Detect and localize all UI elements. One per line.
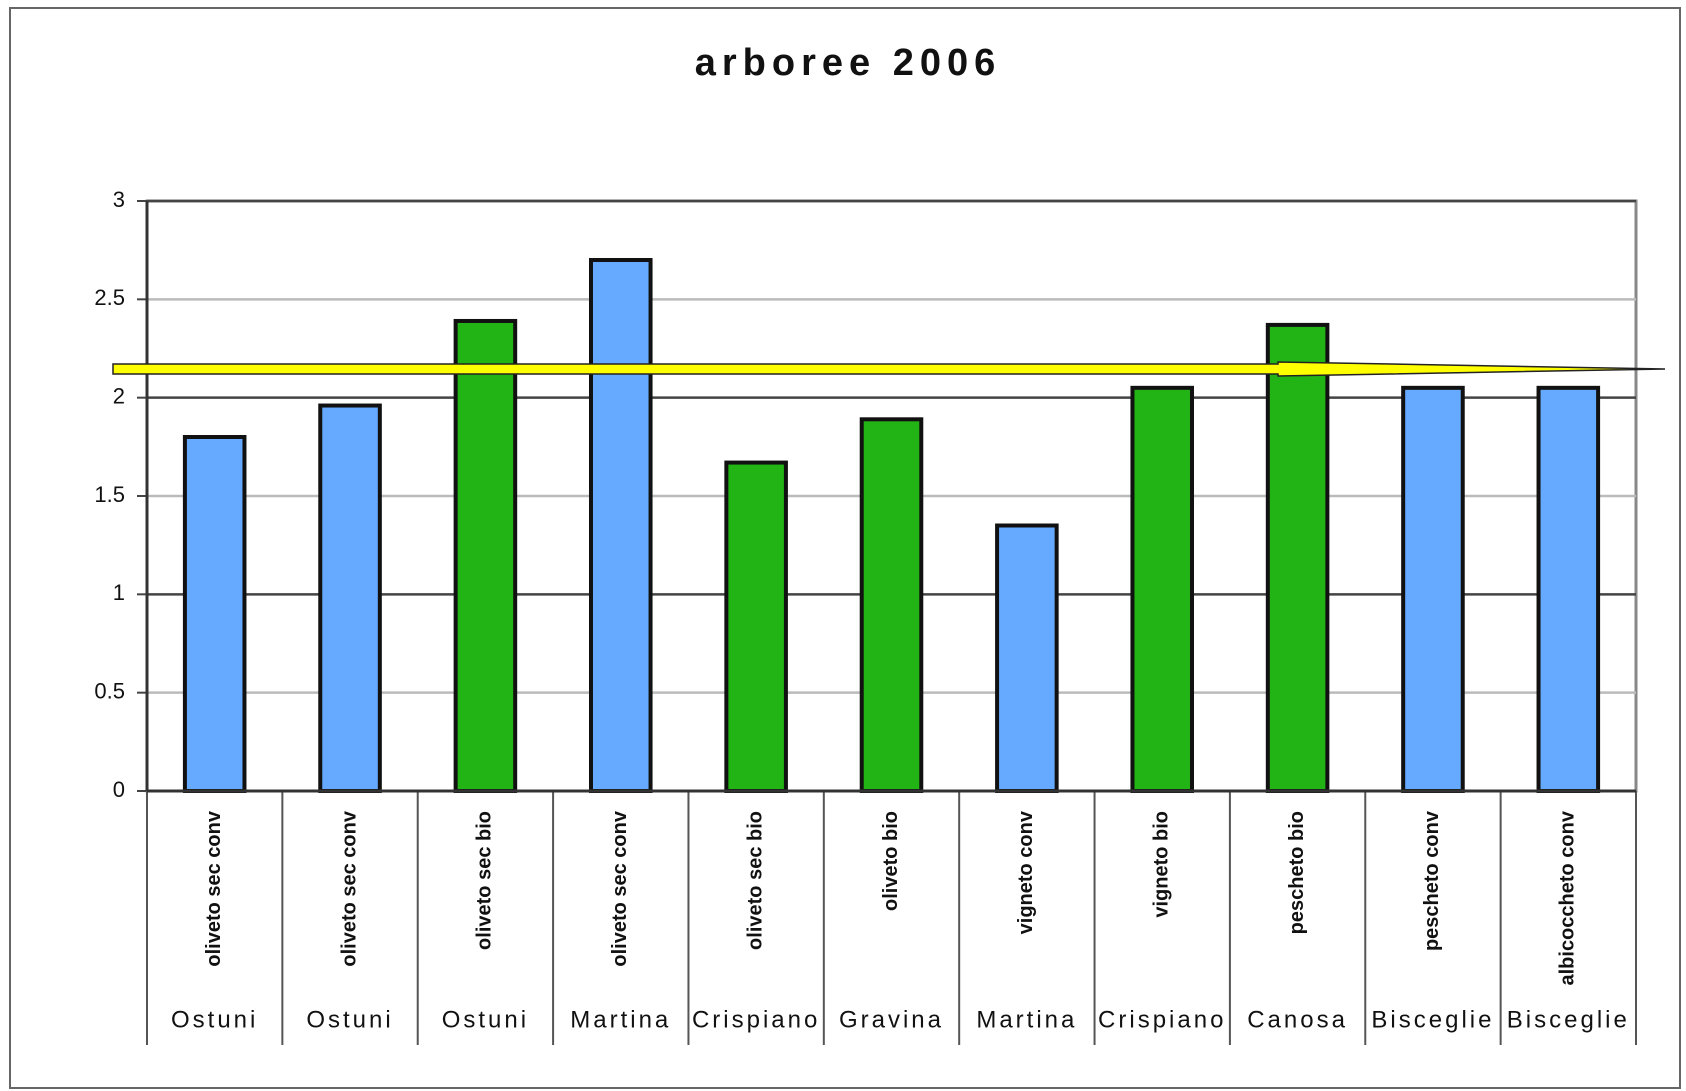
x-tick-label: albicoccheto conv [1557,810,1579,985]
group-label: Bisceglie [1507,1006,1630,1033]
x-tick-label: pescheto conv [1421,810,1443,951]
bar [453,318,518,793]
x-tick-label: vigneto conv [1015,810,1037,934]
x-tick-label: pescheto bio [1286,811,1308,934]
group-label: Ostuni [171,1006,258,1033]
bar [182,435,247,793]
y-tick-label: 3 [113,187,125,212]
bar [1401,385,1465,793]
group-label: Crispiano [1098,1006,1226,1033]
group-label: Martina [570,1006,671,1033]
group-label: Bisceglie [1371,1006,1494,1033]
y-tick-label: 0 [113,777,125,802]
group-label: Gravina [839,1006,944,1033]
x-tick-label: oliveto sec conv [203,810,225,966]
x-tick-label: oliveto bio [880,811,902,911]
group-label: Crispiano [692,1006,820,1033]
chart-border [9,7,1681,1089]
bar [724,460,788,793]
bar [1265,322,1330,793]
x-tick-label: oliveto sec conv [338,810,360,966]
x-tick-label: oliveto sec conv [609,810,631,966]
x-tick-label: oliveto sec bio [744,811,766,950]
group-label: Canosa [1247,1006,1348,1033]
bar [859,417,924,793]
y-tick-label: 2.5 [94,285,125,310]
chart-title: arboree 2006 [695,42,1002,84]
bar [995,523,1059,793]
y-tick-label: 1 [113,580,125,605]
y-tick-label: 2 [113,383,125,408]
y-tick-label: 1.5 [94,482,125,507]
bar [318,403,382,793]
group-label: Martina [976,1006,1077,1033]
annotation-arrow [112,361,1666,377]
bar [1130,385,1195,793]
bar [1536,385,1601,793]
x-tick-label: oliveto sec bio [474,811,496,950]
bar [588,258,653,793]
group-label: Ostuni [442,1006,529,1033]
y-tick-label: 0.5 [94,678,125,703]
group-label: Ostuni [306,1006,393,1033]
x-tick-label: vigneto bio [1151,811,1173,918]
